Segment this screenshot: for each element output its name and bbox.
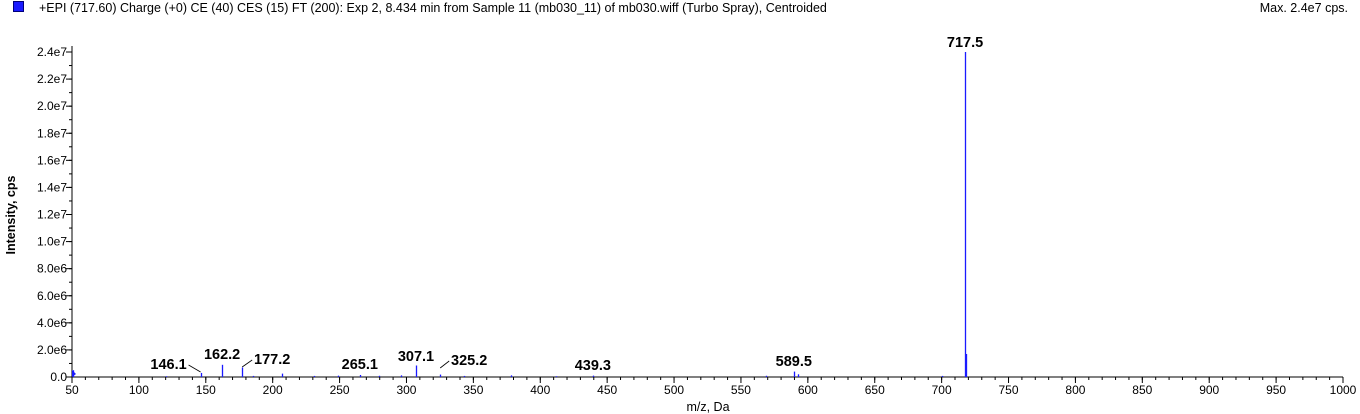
x-tick-label: 550: [731, 383, 751, 397]
x-tick-label: 100: [129, 383, 149, 397]
peak-label: 439.3: [575, 358, 611, 374]
chart-header: +EPI (717.60) Charge (+0) CE (40) CES (1…: [0, 0, 1360, 18]
peak-label: 325.2: [451, 353, 487, 369]
y-tick-label: 1.0e7: [37, 235, 67, 249]
series-legend-swatch: [13, 1, 24, 12]
x-tick-label: 200: [263, 383, 283, 397]
y-tick-label: 4.0e6: [37, 316, 67, 330]
x-tick-label: 450: [597, 383, 617, 397]
x-tick-label: 400: [530, 383, 550, 397]
peak-label: 146.1: [150, 357, 186, 373]
peak-label-leader: [439, 360, 450, 369]
x-axis-title: m/z, Da: [686, 400, 729, 414]
x-tick-label: 600: [798, 383, 818, 397]
peak-label-leader: [241, 359, 253, 368]
axes-group: 50 100 150 200 250 300 350 400 450 500 550 600 650 70…: [37, 45, 1357, 397]
peak-labels-group: 146.1 162.2 177.2 265.1 307.1 325.2 439.3 589.5…: [150, 35, 983, 374]
y-tick-label: 6.0e6: [37, 289, 67, 303]
x-tick-label: 800: [1065, 383, 1085, 397]
x-tick-label: 350: [463, 383, 483, 397]
x-tick-label: 900: [1199, 383, 1219, 397]
y-tick-label: 0.0: [50, 370, 67, 384]
y-tick-label: 1.6e7: [37, 153, 67, 167]
x-tick-label: 500: [664, 383, 684, 397]
y-tick-label: 2.0e7: [37, 99, 67, 113]
y-axis-title: Intensity, cps: [4, 175, 18, 254]
y-tick-label: 2.2e7: [37, 72, 67, 86]
peak-label: 717.5: [947, 35, 983, 51]
y-tick-label: 1.2e7: [37, 208, 67, 222]
peak-label-leader: [188, 364, 201, 373]
x-tick-label: 700: [932, 383, 952, 397]
y-tick-label: 2.0e6: [37, 343, 67, 357]
x-tick-label: 650: [865, 383, 885, 397]
peak-label: 265.1: [342, 357, 378, 373]
y-tick-label: 2.4e7: [37, 45, 67, 59]
x-tick-label: 150: [196, 383, 216, 397]
y-tick-label: 1.4e7: [37, 180, 67, 194]
peak-label: 589.5: [776, 354, 812, 370]
origin-marker-icon: [72, 370, 76, 377]
max-intensity-label: Max. 2.4e7 cps.: [1259, 1, 1348, 15]
peak-label: 307.1: [398, 349, 434, 365]
peak-label: 177.2: [254, 352, 290, 368]
x-tick-label: 1000: [1330, 383, 1357, 397]
x-tick-label: 750: [999, 383, 1019, 397]
y-tick-label: 1.8e7: [37, 126, 67, 140]
x-tick-label: 850: [1132, 383, 1152, 397]
x-tick-label: 300: [396, 383, 416, 397]
x-tick-label: 250: [330, 383, 350, 397]
chart-title: +EPI (717.60) Charge (+0) CE (40) CES (1…: [39, 1, 827, 15]
peaks-group: [72, 52, 968, 377]
x-tick-label: 50: [65, 383, 79, 397]
peak-label: 162.2: [204, 347, 240, 363]
x-tick-label: 950: [1266, 383, 1286, 397]
y-tick-label: 8.0e6: [37, 262, 67, 276]
